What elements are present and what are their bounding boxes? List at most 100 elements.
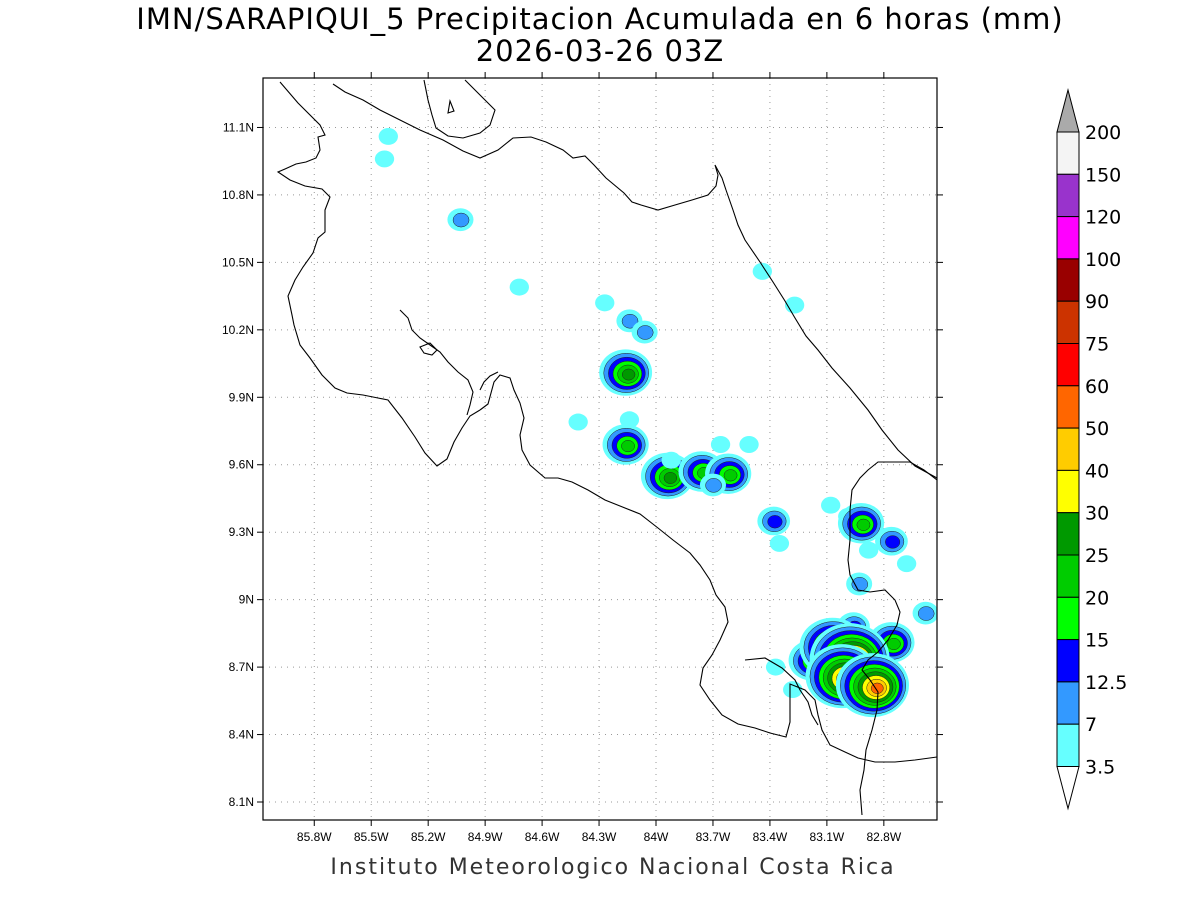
- precip-cell: [835, 653, 909, 718]
- coastline-borders: [276, 79, 937, 816]
- colorbar-legend: 3.5 7 12.5 15 20 25 30 40 50 60 75 90 100 120 150 200: [1056, 88, 1127, 811]
- colorbar-label: 3.5: [1085, 757, 1115, 779]
- precip-cell: [509, 278, 529, 296]
- precip-cell: [374, 150, 395, 168]
- colorbar-label: 7: [1085, 714, 1097, 736]
- precip-contour: [851, 577, 869, 592]
- colorbar-swatch: [1056, 216, 1080, 260]
- precip-contour: [821, 496, 841, 514]
- colorbar-min-arrow: [1056, 766, 1080, 811]
- precip-contour: [917, 606, 935, 621]
- precip-cell: [378, 127, 398, 145]
- precip-cell: [595, 294, 615, 312]
- northern-border: [332, 83, 727, 211]
- precip-cell: [896, 555, 917, 573]
- pacific-coast: [479, 374, 937, 763]
- colorbar-label: 12.5: [1085, 672, 1127, 694]
- precip-contour: [621, 313, 639, 329]
- nicoya-peninsula: [399, 309, 474, 416]
- colorbar-swatch: [1056, 723, 1080, 768]
- colorbar-label: 120: [1085, 207, 1121, 229]
- lon-tick-label: 82.8W: [866, 830, 901, 844]
- lon-tick-label: 85.2W: [411, 830, 446, 844]
- colorbar-label: 200: [1085, 122, 1121, 144]
- lat-tick-label: 9.6N: [229, 458, 254, 472]
- precip-cell: [739, 436, 759, 453]
- precip-contour: [621, 368, 636, 381]
- colorbar-swatch: [1056, 343, 1080, 387]
- precip-contour: [663, 472, 678, 484]
- plot-area: [263, 78, 937, 820]
- colorbar-swatch: [1056, 554, 1080, 598]
- precip-cell: [447, 208, 474, 232]
- colorbar-label: 40: [1085, 460, 1109, 482]
- footer-credit: Instituto Meteorologico Nacional Costa R…: [330, 855, 896, 880]
- precip-contour: [858, 541, 879, 559]
- precip-cell: [846, 572, 873, 596]
- precip-contour: [619, 411, 640, 429]
- colorbar-swatch: [1056, 596, 1080, 641]
- precip-cell: [599, 349, 653, 396]
- lon-tick-label: 84.3W: [582, 830, 617, 844]
- colorbar-label: 20: [1085, 587, 1109, 609]
- precip-contour: [621, 440, 635, 453]
- colorbar-swatch: [1056, 385, 1080, 429]
- colorbar-swatch: [1056, 681, 1080, 725]
- precip-contour: [752, 262, 772, 280]
- precip-contour: [710, 436, 731, 453]
- border-panama: [847, 461, 937, 816]
- lon-tick-label: 85.5W: [354, 830, 389, 844]
- lat-tick-label: 10.2N: [222, 323, 254, 337]
- island-chira: [419, 342, 438, 356]
- lat-tick-label: 9N: [239, 593, 254, 607]
- precip-contour: [378, 127, 398, 145]
- colorbar-swatch: [1056, 469, 1080, 514]
- colorbar-swatch: [1056, 300, 1080, 345]
- precip-contour: [739, 436, 759, 453]
- precip-contour: [661, 451, 681, 469]
- precip-contour: [856, 518, 871, 531]
- precip-contour: [509, 278, 529, 296]
- lon-tick-label: 83.4W: [753, 830, 788, 844]
- precip-cell: [765, 658, 786, 676]
- precip-contour: [767, 515, 783, 529]
- colorbar-max-arrow: [1056, 88, 1080, 133]
- precip-contour: [723, 469, 738, 482]
- colorbar-label: 150: [1085, 164, 1121, 186]
- plot-frame: [262, 77, 938, 821]
- precipitation-field: [374, 127, 937, 718]
- colorbar-swatch: [1056, 258, 1080, 302]
- precip-contour: [595, 294, 615, 312]
- precip-cell: [661, 451, 681, 469]
- precip-contour: [885, 535, 901, 549]
- lon-tick-label: 84W: [644, 830, 669, 844]
- caribbean-coast: [725, 189, 937, 479]
- lon-tick-label: 83.7W: [696, 830, 731, 844]
- colorbar-label: 60: [1085, 376, 1109, 398]
- lat-tick-label: 9.9N: [229, 390, 254, 404]
- precip-cell: [602, 424, 649, 465]
- lat-tick-label: 9.3N: [229, 525, 254, 539]
- precip-cell: [710, 436, 731, 453]
- precip-cell: [757, 506, 791, 536]
- map-subtitle-datetime: 2026-03-26 03Z: [475, 34, 725, 68]
- lat-tick-label: 10.8N: [222, 188, 254, 202]
- precip-cell: [912, 601, 937, 625]
- latitude-axis: 8.1N 8.4N 8.7N 9N 9.3N 9.6N 9.9N 10.2N 10.5N 10.8…: [222, 120, 943, 809]
- colorbar-swatch: [1056, 131, 1080, 175]
- colorbar-label: 75: [1085, 334, 1109, 356]
- colorbar-label: 25: [1085, 545, 1109, 567]
- lon-tick-label: 85.8W: [297, 830, 332, 844]
- border-nicaragua: [276, 81, 481, 467]
- precip-contour: [765, 658, 786, 676]
- colorbar-swatch: [1056, 427, 1080, 471]
- lon-tick-label: 83.1W: [810, 830, 845, 844]
- colorbar-swatch: [1056, 173, 1080, 218]
- precip-contour: [452, 212, 470, 228]
- colorbar-label: 15: [1085, 630, 1109, 652]
- precip-cell: [858, 541, 879, 559]
- lat-tick-label: 10.5N: [222, 255, 254, 269]
- island-lake: [447, 98, 455, 114]
- lat-tick-label: 8.7N: [229, 660, 254, 674]
